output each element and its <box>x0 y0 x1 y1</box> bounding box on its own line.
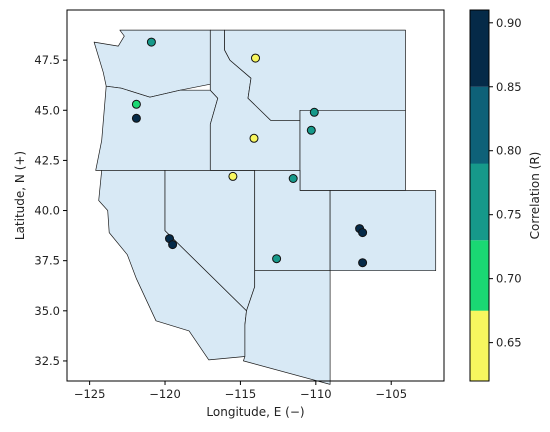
station-point-3 <box>131 113 141 123</box>
colorbar-tick-label: 0.80 <box>496 144 522 158</box>
state-oregon <box>95 85 219 171</box>
colorbar-tick-label: 0.90 <box>496 16 522 30</box>
y-tick-label: 37.5 <box>34 254 60 268</box>
colorbar-tick-label: 0.85 <box>496 80 522 94</box>
y-tick-label: 42.5 <box>34 153 60 167</box>
x-axis-label: Longitude, E (−) <box>206 405 304 419</box>
x-tick-label: −105 <box>375 387 407 401</box>
y-tick-label: 32.5 <box>34 354 60 368</box>
colorbar-tick-label: 0.65 <box>496 336 522 350</box>
station-point-9 <box>306 125 316 135</box>
colorbar-tick-label: 0.75 <box>496 208 522 222</box>
station-point-12 <box>168 240 178 250</box>
colorbar-bin-5 <box>470 10 489 87</box>
colorbar-bin-1 <box>470 310 489 381</box>
stations-layer <box>131 37 368 268</box>
x-axis: −125 −120 −115 −110 −105 <box>74 381 407 401</box>
y-axis: 32.5 35.0 37.5 40.0 42.5 45.0 47.5 <box>34 53 67 368</box>
y-tick-label: 35.0 <box>34 304 60 318</box>
station-point-10 <box>272 254 282 264</box>
y-tick-label: 45.0 <box>34 103 60 117</box>
station-point-1 <box>146 37 156 47</box>
colorbar-ticks: 0.65 0.70 0.75 0.80 0.85 0.90 <box>489 16 522 350</box>
station-point-5 <box>249 133 259 143</box>
station-point-15 <box>358 258 368 268</box>
plot-frame <box>66 9 445 382</box>
colorbar-bin-4 <box>470 86 489 164</box>
station-point-8 <box>309 107 319 117</box>
state-colorado <box>329 190 437 272</box>
colorbar-frame <box>469 9 490 382</box>
colorbar-label: Correlation (R) <box>528 152 542 240</box>
station-point-7 <box>288 174 298 183</box>
station-point-2 <box>131 99 141 109</box>
station-point-6 <box>228 171 238 181</box>
x-tick-label: −110 <box>300 387 332 401</box>
y-axis-label: Latitude, N (+) <box>13 151 27 240</box>
colorbar-tick-label: 0.70 <box>496 272 522 286</box>
state-wyoming <box>299 109 406 191</box>
x-tick-label: −125 <box>74 387 106 401</box>
station-point-4 <box>251 53 260 63</box>
colorbar-bin-2 <box>470 240 489 311</box>
state-arizona <box>243 270 331 385</box>
colorbar <box>470 10 489 381</box>
state-montana <box>224 29 406 121</box>
x-tick-label: −115 <box>225 387 257 401</box>
states-layer <box>93 29 437 385</box>
y-tick-label: 40.0 <box>34 204 60 218</box>
colorbar-bin-3 <box>470 163 489 241</box>
y-tick-label: 47.5 <box>34 53 60 67</box>
station-point-14 <box>358 228 368 238</box>
x-tick-label: −120 <box>149 387 181 401</box>
